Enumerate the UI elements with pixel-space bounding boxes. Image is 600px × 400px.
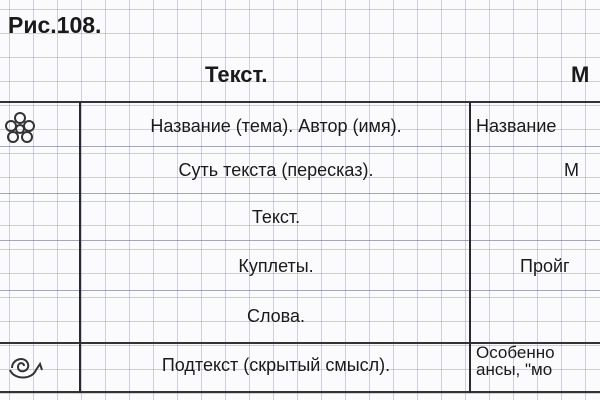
row-divider-thick	[0, 342, 600, 344]
column-divider	[79, 102, 81, 393]
table-bottom-border	[0, 391, 600, 393]
table-cell-right: Название	[476, 116, 557, 136]
cell-line: Особенно	[476, 344, 555, 362]
table-cell: Название (тема). Автор (имя).	[150, 116, 402, 136]
row-divider	[0, 240, 600, 241]
table-cell: Куплеты.	[238, 256, 314, 276]
flower-icon	[5, 112, 35, 143]
column-divider	[469, 102, 471, 393]
table-top-border	[0, 101, 600, 103]
table-cell: Суть текста (пересказ).	[178, 160, 374, 180]
table-cell: Слова.	[246, 306, 306, 326]
table-cell-right: Пройг	[520, 256, 570, 276]
table-cell: Текст.	[251, 207, 301, 227]
row-divider	[0, 290, 600, 291]
column-header-right: М	[571, 62, 590, 87]
row-divider	[0, 146, 600, 147]
table-cell: Подтекст (скрытый смысл).	[161, 355, 391, 375]
cell-line: ансы, "мо	[476, 360, 553, 378]
table-cell-right: М	[564, 160, 579, 180]
column-header-text: Текст.	[205, 62, 268, 87]
row-divider	[0, 193, 600, 194]
table-cell-right: Особенно ансы, "мо	[472, 344, 600, 378]
figure-label: Рис.108.	[8, 12, 102, 38]
swirl-icon	[9, 358, 43, 379]
